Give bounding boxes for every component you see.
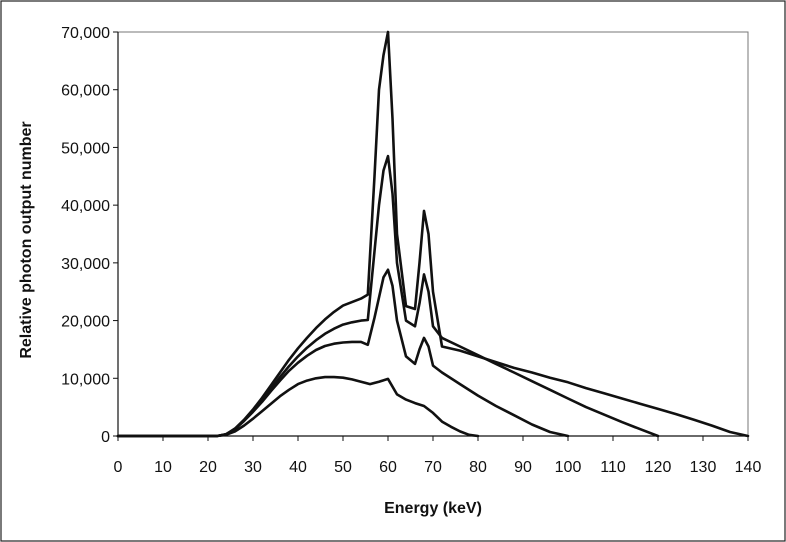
x-tick-label: 130 xyxy=(690,459,717,476)
plot-area xyxy=(117,31,749,437)
x-tick-label: 140 xyxy=(735,459,762,476)
spectrum-line-3 xyxy=(116,154,660,438)
x-axis-ticks: 0 10 20 30 40 50 60 70 80 90 100 110 120 130 140 xyxy=(114,436,762,476)
y-tick-label: 30,000 xyxy=(61,256,110,273)
spectrum-line-4 xyxy=(116,30,750,438)
y-axis-title: Relative photon output number xyxy=(18,121,35,358)
x-tick-label: 90 xyxy=(514,459,532,476)
y-tick-label: 0 xyxy=(101,429,110,446)
x-axis-title: Energy (keV) xyxy=(384,500,482,517)
x-tick-label: 110 xyxy=(600,459,626,476)
x-tick-label: 40 xyxy=(289,459,307,476)
x-tick-label: 20 xyxy=(199,459,217,476)
spectrum-line-1 xyxy=(116,375,480,438)
spectrum-series xyxy=(116,30,750,438)
x-tick-label: 60 xyxy=(379,459,397,476)
y-tick-label: 10,000 xyxy=(61,371,110,388)
x-tick-label: 70 xyxy=(424,459,442,476)
y-tick-label: 40,000 xyxy=(61,198,110,215)
y-tick-label: 70,000 xyxy=(61,25,110,42)
x-tick-label: 0 xyxy=(114,459,123,476)
x-tick-label: 80 xyxy=(469,459,487,476)
x-tick-label: 30 xyxy=(244,459,262,476)
y-tick-label: 20,000 xyxy=(61,314,110,331)
x-tick-label: 120 xyxy=(645,459,672,476)
y-axis-ticks: 0 10,000 20,000 30,000 40,000 50,000 60,000 70,… xyxy=(61,25,118,446)
x-tick-label: 100 xyxy=(555,459,582,476)
x-tick-label: 50 xyxy=(334,459,352,476)
y-tick-label: 60,000 xyxy=(61,83,110,100)
y-tick-label: 50,000 xyxy=(61,140,110,157)
x-tick-label: 10 xyxy=(154,459,172,476)
